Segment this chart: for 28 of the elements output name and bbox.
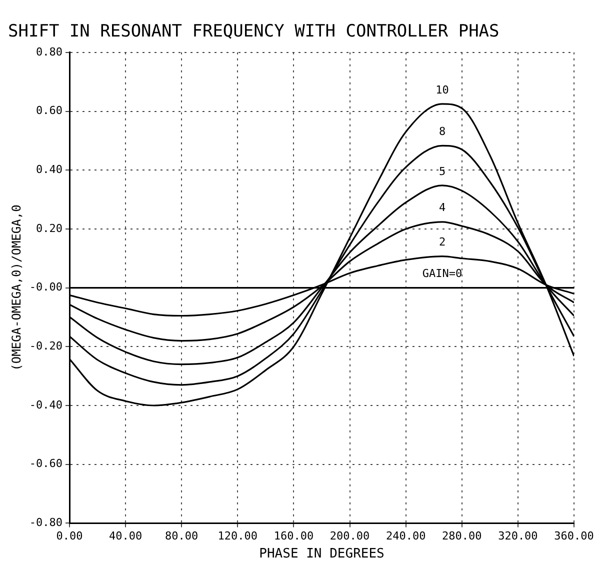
x-tick-label: 80.00 — [165, 530, 198, 543]
x-tick-label: 360.00 — [554, 530, 594, 543]
x-tick-label: 280.00 — [442, 530, 482, 543]
y-tick-label: -0.60 — [29, 457, 63, 470]
series-label: GAIN=0 — [422, 267, 462, 280]
y-tick-label: -0.40 — [29, 398, 63, 412]
y-tick-label: -0.00 — [29, 280, 63, 294]
x-tick-label: 240.00 — [386, 530, 426, 543]
series-label: 4 — [438, 201, 446, 214]
chart-title: SHIFT IN RESONANT FREQUENCY WITH CONTROLLER PHAS — [8, 22, 500, 42]
y-tick-label: -0.80 — [29, 516, 63, 530]
x-tick-label: 40.00 — [109, 530, 142, 543]
y-tick-label: -0.20 — [29, 340, 63, 353]
y-tick-label: 0.80 — [36, 45, 63, 58]
y-tick-label: 0.40 — [36, 162, 63, 176]
y-tick-label: 0.20 — [36, 222, 63, 235]
x-axis-title: PHASE IN DEGREES — [259, 546, 384, 562]
series-label: 2 — [438, 236, 446, 249]
series-label: 5 — [438, 164, 446, 178]
series-label: 10 — [436, 83, 449, 96]
y-tick-label: 0.60 — [36, 104, 63, 118]
series-label: 8 — [438, 125, 446, 138]
x-tick-label: 200.00 — [330, 530, 370, 543]
x-tick-label: 120.00 — [218, 530, 258, 543]
x-tick-label: 320.00 — [498, 530, 538, 543]
x-tick-label: 160.00 — [274, 530, 314, 543]
y-axis-title: (OMEGA-OMEGA,0)/OMEGA,0 — [9, 204, 24, 371]
x-tick-label: 0.00 — [56, 530, 83, 543]
